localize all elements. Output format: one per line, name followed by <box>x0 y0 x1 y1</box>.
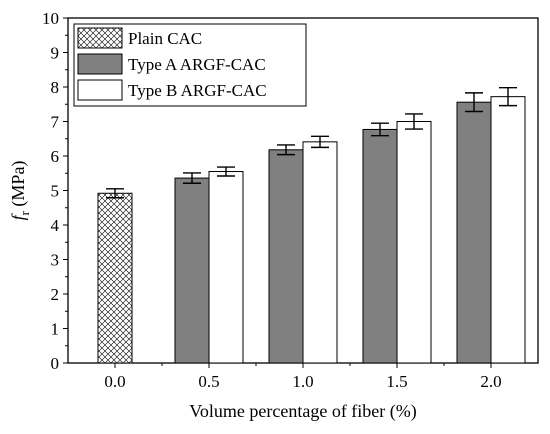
y-tick-label: 8 <box>51 78 60 97</box>
y-tick-label: 6 <box>51 147 60 166</box>
y-tick-label: 0 <box>51 354 60 373</box>
y-axis-title-unit: (MPa) <box>8 161 29 212</box>
y-axis-title-symbol: f <box>8 212 28 220</box>
bar-plain-cac <box>97 192 133 364</box>
y-tick-label: 7 <box>51 113 60 132</box>
y-tick-label: 9 <box>51 44 60 63</box>
y-tick-label: 3 <box>51 251 60 270</box>
x-tick-label: 0.5 <box>198 372 219 391</box>
x-tick-label: 0.0 <box>104 372 125 391</box>
y-axis-title: fr (MPa) <box>8 161 32 221</box>
legend-swatch <box>77 53 123 75</box>
axis-titles: Volume percentage of fiber (%) fr (MPa) <box>8 161 417 422</box>
legend: Plain CAC Type A ARGF-CAC Type B ARGF-CAC <box>73 23 307 107</box>
legend-swatch <box>77 27 123 49</box>
y-tick-label: 10 <box>42 9 59 28</box>
y-tick-label: 1 <box>51 320 60 339</box>
bar-type-b-argf-cac <box>302 141 338 364</box>
legend-label: Plain CAC <box>128 29 202 48</box>
bar-type-b-argf-cac <box>396 121 432 364</box>
bar-type-a-argf-cac <box>362 128 398 364</box>
x-tick-label: 1.0 <box>292 372 313 391</box>
bar-type-a-argf-cac <box>174 177 210 364</box>
bar-type-b-argf-cac <box>208 171 244 364</box>
y-tick-label: 4 <box>51 216 60 235</box>
bar-type-b-argf-cac <box>490 96 526 364</box>
legend-label: Type B ARGF-CAC <box>128 81 267 100</box>
x-axis-title: Volume percentage of fiber (%) <box>189 401 417 422</box>
x-tick-label: 2.0 <box>480 372 501 391</box>
legend-label: Type A ARGF-CAC <box>128 55 266 74</box>
x-tick-label: 1.5 <box>386 372 407 391</box>
y-tick-label: 5 <box>51 182 60 201</box>
bar-type-a-argf-cac <box>268 149 304 364</box>
bar-type-a-argf-cac <box>456 101 492 364</box>
plot-area: 0 1 2 3 4 5 6 7 8 9 10 0.0 0.5 1.0 1.5 2.0 <box>42 9 539 391</box>
y-axis-title-subscript: r <box>17 210 32 215</box>
y-tick-label: 2 <box>51 285 60 304</box>
legend-swatch <box>77 79 123 101</box>
